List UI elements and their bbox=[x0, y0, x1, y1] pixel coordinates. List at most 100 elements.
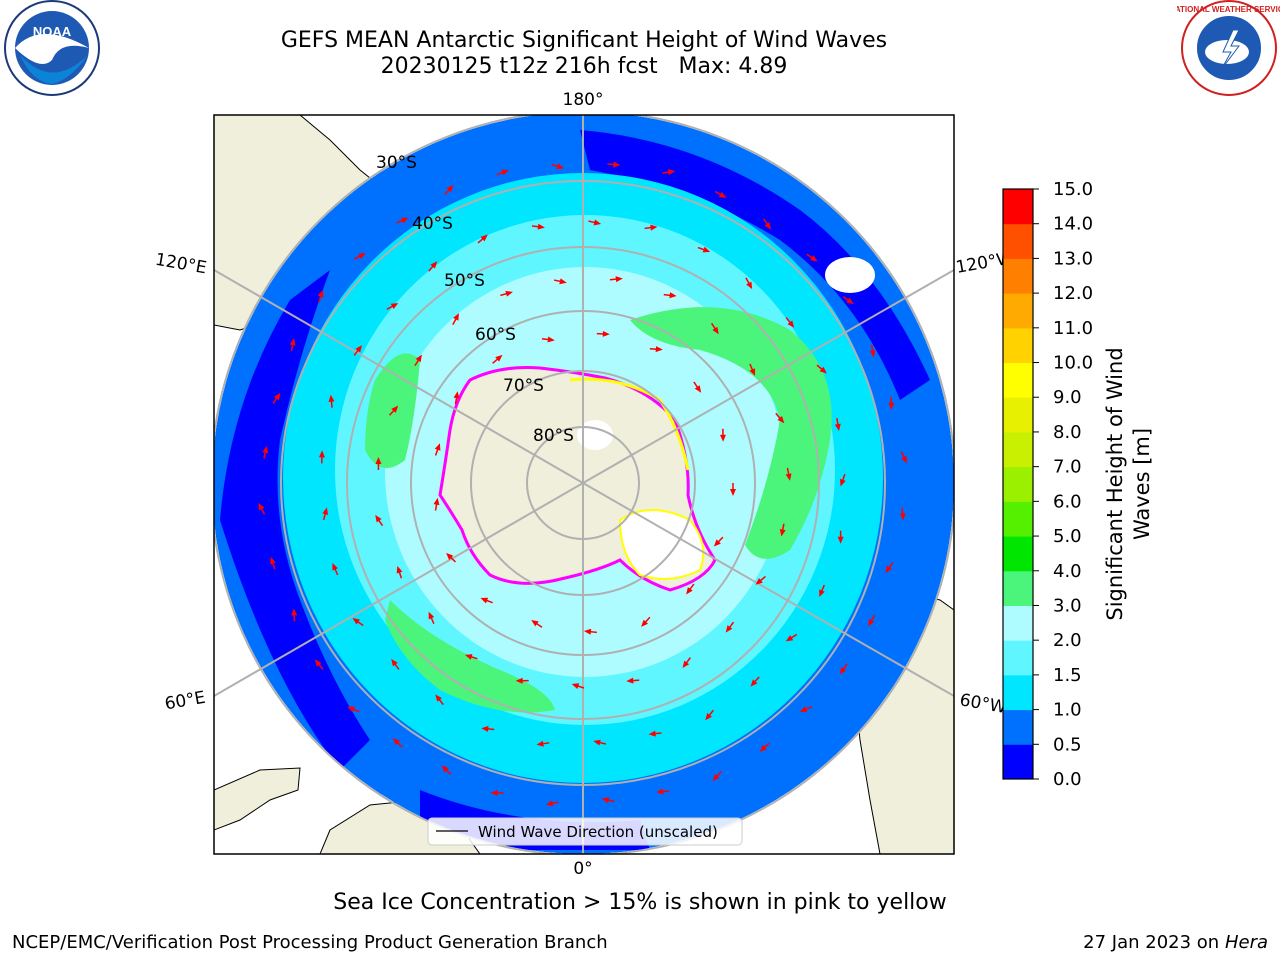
colorbar-segment bbox=[1003, 674, 1033, 711]
wave-direction-arrow bbox=[428, 261, 438, 272]
lon-label-120e: 120°E bbox=[154, 250, 208, 279]
colorbar-segment bbox=[1003, 640, 1033, 676]
colorbar-tick-label: 14.0 bbox=[1053, 214, 1093, 235]
wave-direction-arrow bbox=[869, 344, 876, 358]
wave-direction-arrow bbox=[392, 738, 403, 748]
wave-direction-arrow bbox=[322, 507, 329, 521]
wave-direction-arrow bbox=[375, 514, 384, 527]
wave-direction-arrow bbox=[496, 169, 509, 176]
wave-direction-arrow bbox=[551, 163, 565, 170]
wave-direction-arrow bbox=[588, 219, 602, 226]
wave-direction-arrow bbox=[785, 467, 792, 481]
wave-direction-arrow bbox=[571, 683, 585, 689]
lat-label-30s: 30°S bbox=[376, 153, 417, 173]
wave-direction-arrow bbox=[641, 616, 651, 627]
wave-direction-arrow bbox=[840, 474, 846, 487]
latitude-labels: 30°S 40°S 50°S 60°S 70°S 80°S bbox=[376, 153, 574, 446]
wave-direction-arrow bbox=[693, 381, 702, 393]
noaa-logo: NOAA bbox=[4, 0, 100, 96]
colorbar-segment bbox=[1003, 223, 1033, 259]
colorbar-segment bbox=[1003, 362, 1033, 398]
lat-label-40s: 40°S bbox=[412, 214, 453, 234]
wave-direction-arrow bbox=[686, 583, 695, 595]
wave-direction-arrow bbox=[433, 497, 440, 511]
wave-direction-arrow bbox=[644, 224, 658, 231]
wave-direction-arrow bbox=[868, 614, 876, 627]
colorbar-segment bbox=[1003, 466, 1033, 502]
colorbar-tick-label: 4.0 bbox=[1053, 561, 1082, 582]
colorbar-tick-label: 2.0 bbox=[1053, 630, 1082, 651]
lon-label-60e: 60°E bbox=[163, 688, 207, 715]
wave-direction-arrow bbox=[553, 278, 567, 285]
colorbar-tick-label: 10.0 bbox=[1053, 353, 1093, 374]
wave-direction-arrow bbox=[353, 345, 363, 356]
wave-direction-arrow bbox=[900, 451, 907, 464]
wave-direction-arrow bbox=[289, 338, 296, 352]
colorbar-tick-label: 8.0 bbox=[1053, 422, 1082, 443]
wave-direction-arrow bbox=[317, 289, 324, 303]
colorbar-tick-label: 1.0 bbox=[1053, 700, 1082, 721]
wave-direction-arrow bbox=[541, 336, 555, 343]
colorbar-segment bbox=[1003, 431, 1033, 468]
wave-direction-arrow bbox=[888, 396, 895, 410]
colorbar-segment bbox=[1003, 605, 1033, 641]
wave-direction-arrow bbox=[596, 330, 610, 337]
wave-direction-arrow bbox=[428, 611, 435, 624]
colorbar-segment bbox=[1003, 501, 1033, 537]
wave-direction-arrow bbox=[464, 654, 478, 660]
wave-direction-arrow bbox=[730, 483, 736, 496]
wave-direction-arrow bbox=[785, 317, 795, 328]
colorbar-segment bbox=[1003, 258, 1033, 294]
sea-ice-note: Sea Ice Concentration > 15% is shown in … bbox=[333, 890, 947, 915]
chart-title: GEFS MEAN Antarctic Significant Height o… bbox=[280, 28, 888, 53]
wave-direction-arrow bbox=[515, 677, 529, 684]
wave-direction-arrow bbox=[375, 457, 382, 471]
wave-direction-arrow bbox=[353, 253, 366, 260]
graticule bbox=[214, 115, 954, 854]
colorbar-segment bbox=[1003, 744, 1033, 780]
colorbar-tick-label: 1.5 bbox=[1053, 665, 1082, 686]
wave-direction-arrow bbox=[262, 445, 269, 459]
wave-direction-arrow bbox=[749, 363, 756, 376]
wave-direction-arrow bbox=[656, 788, 670, 795]
wave-direction-arrow bbox=[347, 706, 360, 713]
wave-direction-arrow bbox=[725, 621, 735, 633]
wave-direction-arrow bbox=[649, 346, 663, 353]
wave-direction-arrow bbox=[834, 418, 841, 432]
wave-direction-arrow bbox=[775, 412, 785, 424]
lat-label-80s: 80°S bbox=[533, 426, 574, 446]
colorbar-label-line1: Significant Height of Wind bbox=[1103, 347, 1127, 620]
wave-direction-arrow bbox=[885, 562, 894, 573]
nws-logo-text: NATIONAL WEATHER SERVICE bbox=[1177, 5, 1280, 14]
wave-direction-arrow bbox=[806, 253, 818, 262]
wave-direction-arrow bbox=[291, 608, 298, 622]
wave-direction-arrow bbox=[779, 523, 786, 537]
wave-direction-arrow bbox=[663, 292, 677, 299]
wave-direction-arrow bbox=[536, 740, 550, 747]
wave-direction-arrow bbox=[396, 217, 409, 224]
wave-direction-arrow bbox=[318, 450, 325, 464]
colorbar-label-line2: Waves [m] bbox=[1130, 428, 1154, 540]
wave-direction-arrow bbox=[352, 618, 364, 627]
wave-direction-arrow bbox=[607, 161, 621, 168]
wave-direction-arrow bbox=[583, 628, 597, 635]
wave-direction-arrow bbox=[697, 246, 711, 253]
colorbar-segment bbox=[1003, 536, 1033, 572]
wave-direction-arrow bbox=[531, 619, 543, 628]
wave-direction-arrow bbox=[258, 502, 266, 515]
wave-direction-arrow bbox=[453, 391, 460, 405]
wave-direction-arrow bbox=[842, 296, 854, 305]
wave-direction-arrow bbox=[719, 428, 726, 442]
wave-direction-arrow bbox=[314, 659, 324, 670]
map-area: 30°S 40°S 50°S 60°S 70°S 80°S Wind Wave … bbox=[214, 115, 954, 854]
wave-direction-arrow bbox=[388, 405, 399, 416]
wave-direction-arrow bbox=[816, 364, 827, 374]
wave-direction-arrows bbox=[258, 161, 907, 807]
wave-direction-arrow bbox=[435, 694, 444, 706]
chart-subtitle: 20230125 t12z 216h fcst Max: 4.89 bbox=[380, 54, 788, 79]
wave-direction-arrow bbox=[444, 185, 454, 195]
colorbar-tick-label: 7.0 bbox=[1053, 457, 1082, 478]
wave-direction-arrow bbox=[481, 725, 495, 732]
wave-direction-arrow bbox=[545, 800, 559, 807]
